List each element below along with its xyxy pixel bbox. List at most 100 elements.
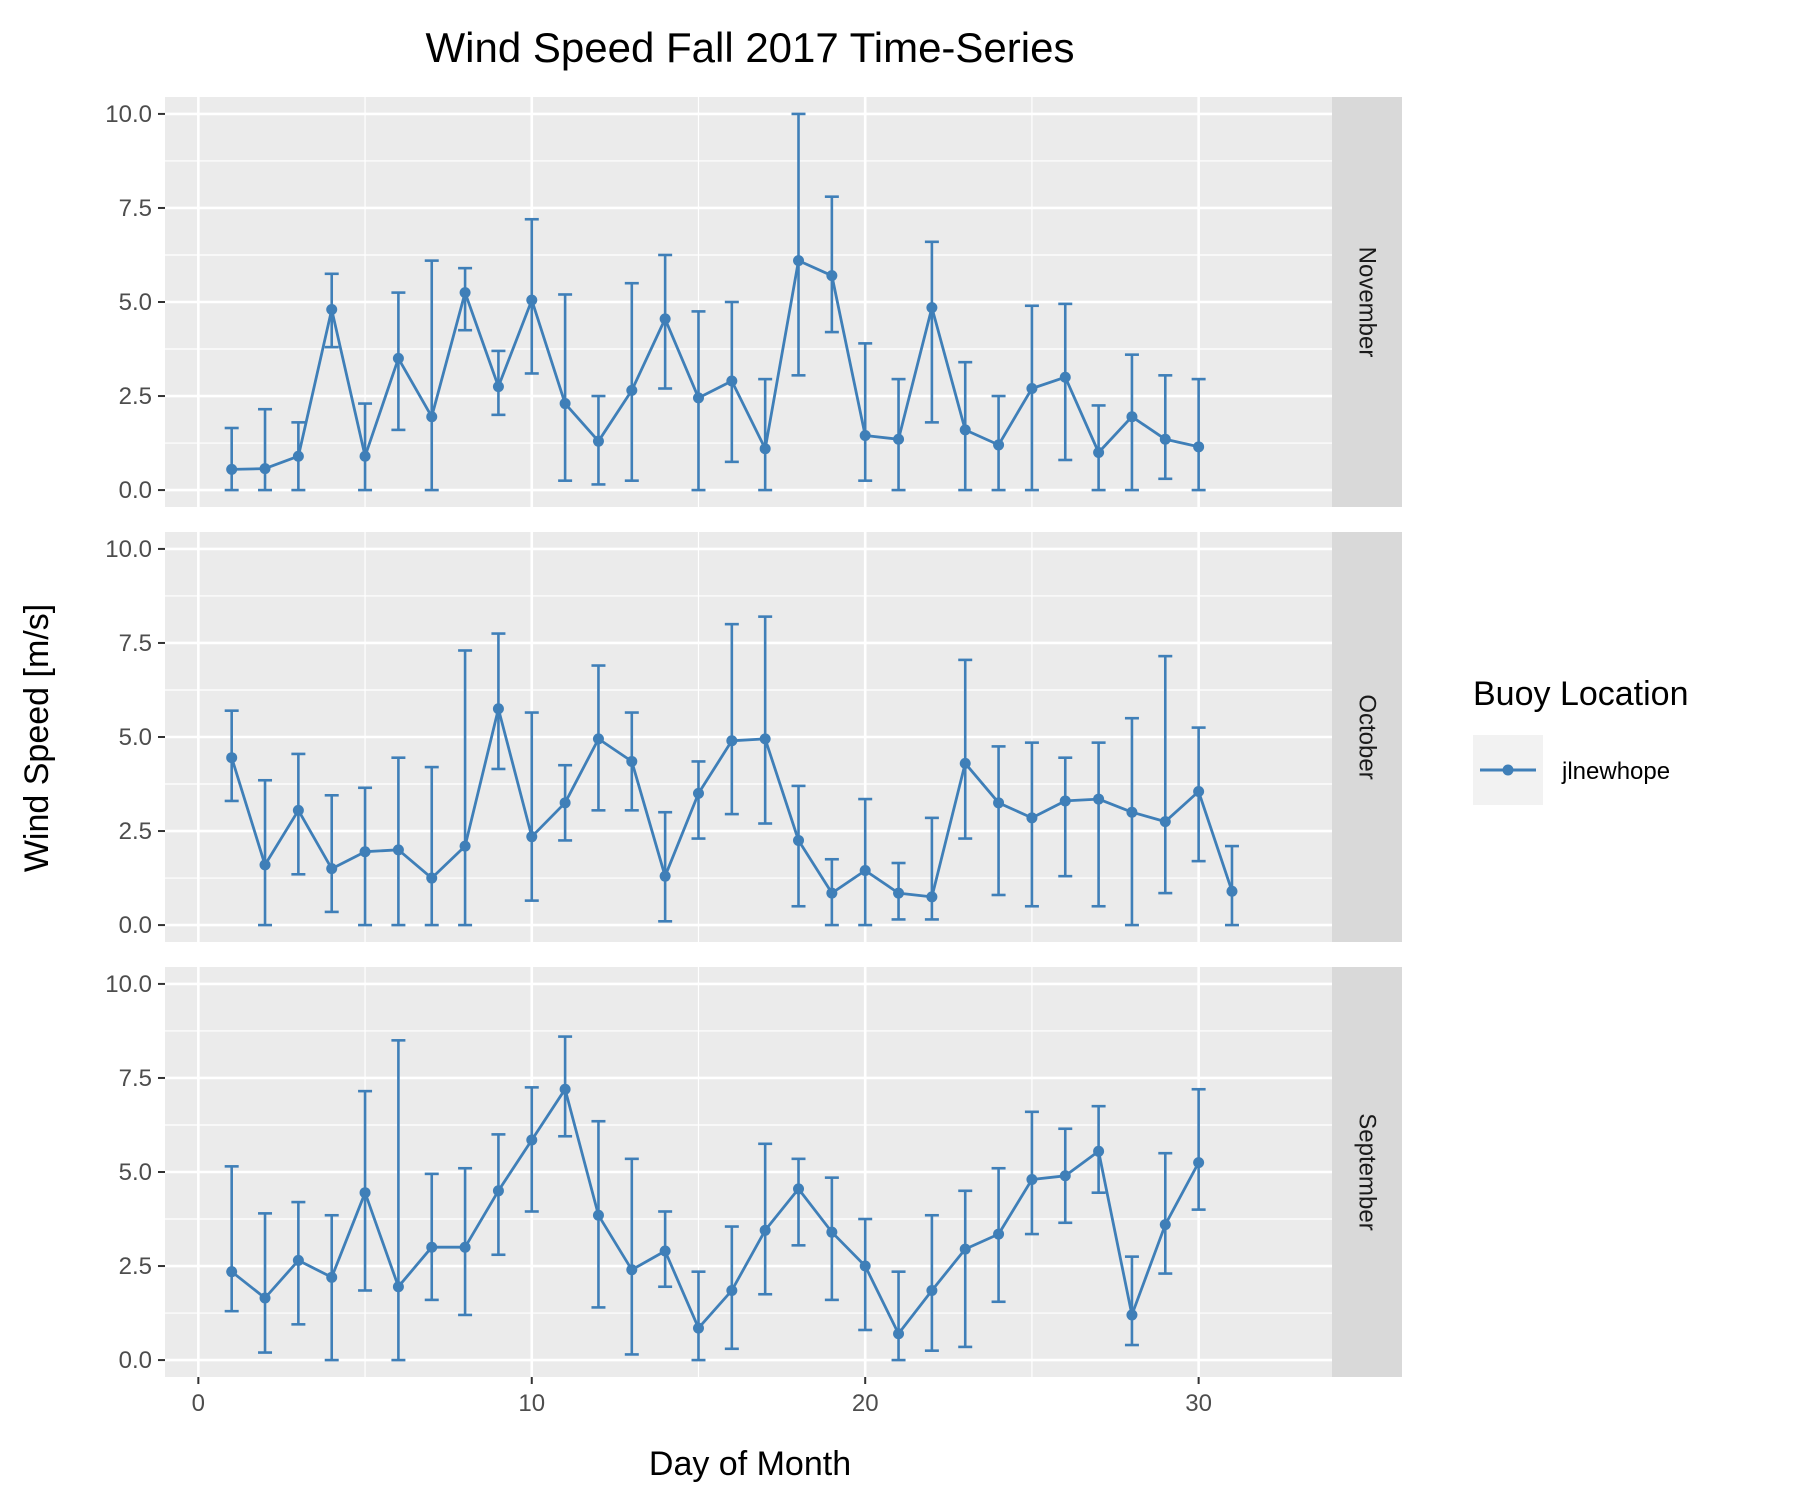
data-point (259, 1292, 271, 1304)
error-bar (891, 1270, 906, 1362)
error-bar (824, 195, 839, 334)
data-point (592, 1209, 604, 1221)
data-point (1159, 1219, 1171, 1231)
data-point (692, 1322, 704, 1334)
error-bar (1091, 741, 1106, 908)
data-point (1126, 806, 1138, 818)
series-line (230, 1087, 1200, 1336)
data-point (826, 270, 838, 282)
data-point (893, 887, 905, 899)
data-point (559, 797, 571, 809)
y-tick-label: 7.5 (119, 630, 152, 657)
y-tick-label: 2.5 (119, 818, 152, 845)
series-jlnewhope (224, 112, 1206, 492)
error-bar (858, 797, 873, 927)
error-bar (391, 1039, 406, 1362)
y-tick-label: 0.0 (119, 912, 152, 939)
facet-strip (1332, 967, 1402, 1377)
data-point (459, 287, 471, 299)
data-point (392, 844, 404, 856)
data-point (226, 463, 238, 475)
x-tick-label: 10 (518, 1390, 545, 1417)
data-point (1193, 441, 1205, 453)
data-point (926, 1284, 938, 1296)
data-point (626, 1264, 638, 1276)
data-point (1026, 383, 1038, 395)
data-point (1059, 795, 1071, 807)
error-bar (724, 622, 739, 816)
facet-strip (1332, 532, 1402, 942)
error-bar (924, 240, 939, 424)
error-bar (1024, 741, 1039, 908)
data-point (526, 1134, 538, 1146)
data-point (793, 834, 805, 846)
data-point (592, 733, 604, 745)
error-bar (524, 711, 539, 902)
legend: Buoy Location jlnewhope (1473, 675, 1689, 805)
data-point (259, 859, 271, 871)
data-point (793, 255, 805, 267)
y-tick-label: 5.0 (119, 1159, 152, 1186)
data-point (859, 430, 871, 442)
x-axis: 0 10 20 30 (192, 1377, 1212, 1417)
error-bar (658, 810, 673, 923)
y-tick-label: 10.0 (105, 971, 152, 998)
data-point (259, 463, 271, 475)
data-point (226, 752, 238, 764)
data-point (626, 755, 638, 767)
error-bar (858, 342, 873, 482)
error-bar (791, 112, 806, 377)
data-point (826, 887, 838, 899)
error-bar (258, 1212, 273, 1354)
error-bar (458, 649, 473, 927)
error-bar (791, 1157, 806, 1247)
data-point (392, 352, 404, 364)
facet-panels: 0.0 2.5 5.0 7.5 10.0 November 0.0 2.5 5.0 7.5 10.0… (105, 97, 1402, 1377)
data-point (292, 804, 304, 816)
data-point (426, 872, 438, 884)
y-tick-label: 10.0 (105, 536, 152, 563)
error-bar (1024, 304, 1039, 492)
data-point (1193, 786, 1205, 798)
y-tick-label: 5.0 (119, 289, 152, 316)
y-tick-label: 7.5 (119, 1065, 152, 1092)
legend-title: Buoy Location (1473, 675, 1689, 713)
legend-label: jlnewhope (1561, 758, 1670, 785)
y-tick-label: 7.5 (119, 195, 152, 222)
error-bar (424, 1172, 439, 1302)
data-point (659, 1245, 671, 1257)
facet-strip (1332, 97, 1402, 507)
error-bar (1158, 1151, 1173, 1275)
data-point (1026, 812, 1038, 824)
error-bar (324, 794, 339, 914)
legend-key-point (1502, 764, 1514, 776)
y-tick-label: 0.0 (119, 477, 152, 504)
data-point (659, 313, 671, 325)
error-bar (958, 658, 973, 840)
error-bar (1191, 1087, 1206, 1211)
data-point (759, 733, 771, 745)
data-point (959, 757, 971, 769)
error-bar (224, 426, 239, 492)
error-bar (1158, 654, 1173, 895)
data-point (592, 435, 604, 447)
y-tick-label: 2.5 (119, 1253, 152, 1280)
error-bar (524, 1086, 539, 1213)
data-point (659, 870, 671, 882)
error-bar (691, 1270, 706, 1362)
data-point (526, 831, 538, 843)
facet-panel-november: 0.0 2.5 5.0 7.5 10.0 November (105, 97, 1402, 507)
error-bar (1124, 353, 1139, 492)
error-bar (624, 1157, 639, 1356)
data-point (392, 1281, 404, 1293)
data-point (726, 1284, 738, 1296)
data-point (526, 294, 538, 306)
data-point (893, 433, 905, 445)
data-point (1126, 411, 1138, 423)
error-bar (991, 745, 1006, 897)
x-tick-label: 20 (852, 1390, 879, 1417)
data-point (993, 439, 1005, 451)
data-point (1059, 1170, 1071, 1182)
data-point (559, 398, 571, 410)
error-bar (491, 632, 506, 771)
